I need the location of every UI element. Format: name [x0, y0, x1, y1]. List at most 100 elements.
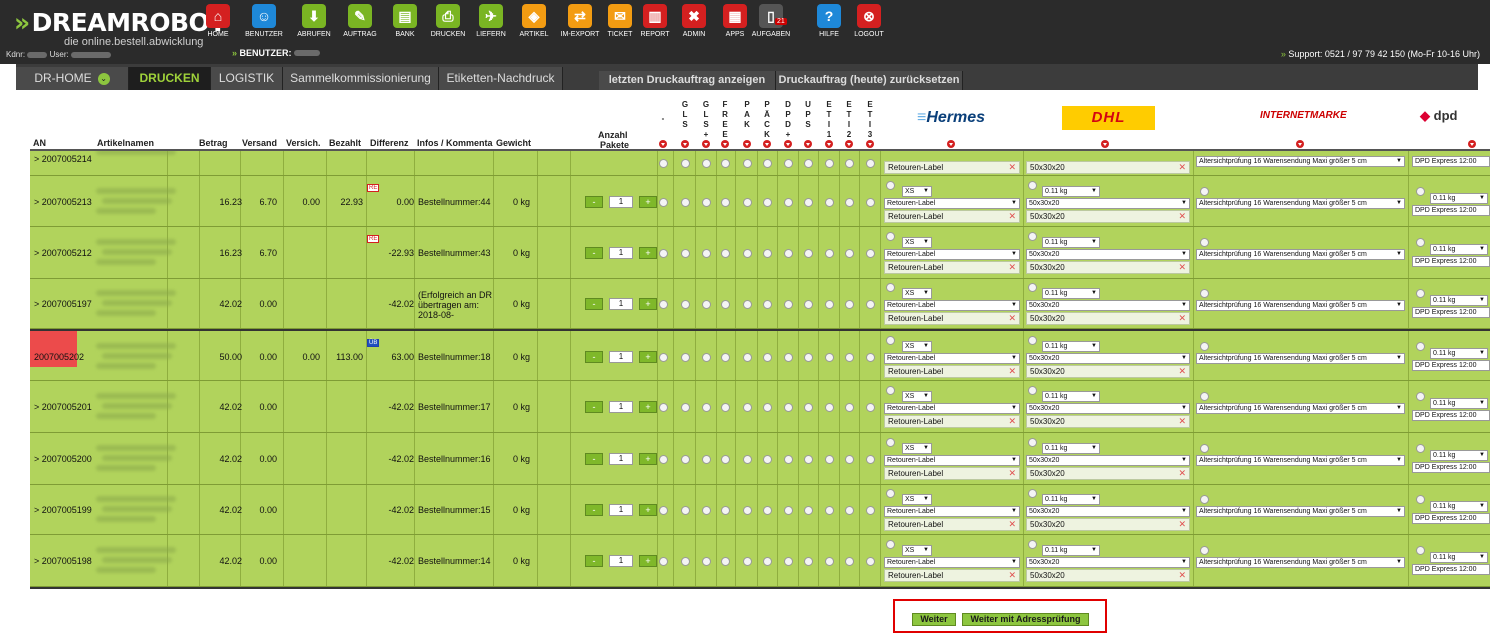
carrier-radio[interactable]	[702, 506, 711, 515]
dhl-radio[interactable]	[1028, 438, 1037, 447]
decrement-button[interactable]: -	[585, 298, 603, 310]
nav-liefern[interactable]: ✈ LIEFERN	[467, 4, 515, 46]
tab-2[interactable]: LOGISTIK	[211, 67, 283, 90]
hermes-type-select[interactable]: Retouren-Label ▼	[884, 557, 1020, 568]
package-count-stepper[interactable]: -1 +	[585, 195, 665, 208]
carrier-radio[interactable]	[825, 197, 834, 207]
carrier-radio[interactable]	[681, 506, 690, 515]
hermes-size-select[interactable]: XS ▼	[902, 545, 932, 556]
carrier-radio[interactable]	[681, 159, 690, 168]
package-count-stepper[interactable]: -1 +	[585, 453, 665, 465]
increment-button[interactable]: +	[639, 401, 657, 413]
dhl-radio[interactable]	[1028, 232, 1037, 241]
carrier-radio[interactable]	[866, 455, 875, 464]
nav-aufgaben[interactable]: ▯ AUFGABEN 21	[747, 4, 795, 46]
decrement-button[interactable]: -	[585, 453, 603, 465]
hermes-label-field[interactable]: Retouren-Label ✕	[884, 312, 1020, 325]
dhl-dimension-field[interactable]: 50x30x20 ✕	[1026, 261, 1190, 274]
increment-button[interactable]: +	[639, 195, 657, 208]
carrier-radio[interactable]	[866, 197, 875, 207]
carrier-radio[interactable]	[825, 249, 834, 258]
sort-icon[interactable]	[681, 140, 689, 148]
internetmarke-product-select[interactable]: Altersichtprüfung 16 Warensendung Maxi g…	[1196, 403, 1405, 414]
carrier-radio[interactable]	[845, 159, 854, 168]
package-count-stepper[interactable]: -1 +	[585, 401, 665, 413]
dhl-weight-select[interactable]: 0.11 kg ▼	[1042, 185, 1100, 197]
carrier-radio[interactable]	[681, 197, 690, 207]
carrier-radio[interactable]	[784, 197, 793, 207]
sort-icon[interactable]	[743, 140, 751, 148]
carrier-radio[interactable]	[804, 197, 813, 207]
package-count-input[interactable]: 1	[609, 247, 633, 259]
dhl-dimension-field[interactable]: 50x30x20 ✕	[1026, 569, 1190, 582]
carrier-radio[interactable]	[659, 557, 668, 566]
carrier-radio[interactable]	[763, 403, 772, 412]
carrier-radio[interactable]	[681, 455, 690, 464]
dpd-service-select[interactable]: DPD Express 12:00	[1412, 156, 1490, 167]
carrier-radio[interactable]	[659, 197, 668, 207]
package-count-input[interactable]: 1	[609, 351, 633, 363]
carrier-radio[interactable]	[784, 249, 793, 258]
sort-icon[interactable]	[804, 140, 812, 148]
decrement-button[interactable]: -	[585, 195, 603, 208]
carrier-radio[interactable]	[845, 455, 854, 464]
carrier-radio[interactable]	[721, 159, 730, 168]
increment-button[interactable]: +	[639, 351, 657, 363]
order-id[interactable]: > 2007005198	[34, 556, 92, 566]
dpd-radio[interactable]	[1416, 342, 1425, 351]
carrier-radio[interactable]	[804, 506, 813, 515]
dhl-dimension-field[interactable]: 50x30x20 ✕	[1026, 312, 1190, 325]
carrier-radio[interactable]	[845, 353, 854, 362]
carrier-radio[interactable]	[784, 353, 793, 362]
order-id[interactable]: > 2007005199	[34, 505, 92, 515]
carrier-radio[interactable]	[825, 403, 834, 412]
carrier-radio[interactable]	[784, 455, 793, 464]
dpd-service-select[interactable]: DPD Express 12:00	[1412, 462, 1490, 473]
dhl-radio[interactable]	[1028, 336, 1037, 345]
carrier-radio[interactable]	[866, 403, 875, 412]
package-count-input[interactable]: 1	[609, 453, 633, 465]
carrier-radio[interactable]	[702, 353, 711, 362]
dhl-dimension-select[interactable]: 50x30x20 ▼	[1026, 506, 1190, 517]
carrier-radio[interactable]	[825, 300, 834, 309]
internetmarke-radio[interactable]	[1200, 392, 1209, 401]
hermes-radio[interactable]	[886, 489, 895, 498]
carrier-radio[interactable]	[763, 197, 772, 207]
hermes-type-select[interactable]: Retouren-Label ▼	[884, 300, 1020, 311]
carrier-radio[interactable]	[721, 403, 730, 412]
carrier-radio[interactable]	[681, 353, 690, 362]
carrier-radio[interactable]	[659, 249, 668, 258]
carrier-radio[interactable]	[721, 249, 730, 258]
tab-4[interactable]: Etiketten-Nachdruck	[439, 67, 563, 90]
hermes-label-field[interactable]: Retouren-Label ✕	[884, 365, 1020, 378]
carrier-radio[interactable]	[784, 159, 793, 168]
carrier-radio[interactable]	[721, 353, 730, 362]
increment-button[interactable]: +	[639, 555, 657, 567]
carrier-radio[interactable]	[743, 403, 752, 412]
nav-apps[interactable]: ▦ APPS	[711, 4, 759, 46]
hermes-label-field[interactable]: Retouren-Label ✕	[884, 161, 1020, 174]
carrier-radio[interactable]	[784, 557, 793, 566]
carrier-radio[interactable]	[681, 557, 690, 566]
carrier-radio[interactable]	[825, 159, 834, 168]
hermes-type-select[interactable]: Retouren-Label ▼	[884, 455, 1020, 466]
order-id[interactable]: > 2007005200	[34, 454, 92, 464]
order-id[interactable]: > 2007005212	[34, 248, 92, 258]
hermes-size-select[interactable]: XS ▼	[902, 391, 932, 402]
carrier-radio[interactable]	[702, 249, 711, 258]
dhl-dimension-field[interactable]: 50x30x20 ✕	[1026, 415, 1190, 428]
carrier-radio[interactable]	[845, 403, 854, 412]
sort-icon[interactable]	[845, 140, 853, 148]
decrement-button[interactable]: -	[585, 247, 603, 259]
sort-icon[interactable]	[825, 140, 833, 148]
carrier-sort-icon[interactable]	[1101, 140, 1109, 148]
weiter-adresspruefung-button[interactable]: Weiter mit Adressprüfung	[962, 613, 1089, 626]
internetmarke-radio[interactable]	[1200, 342, 1209, 351]
dpd-weight-select[interactable]: 0.11 kg ▼	[1430, 501, 1488, 512]
carrier-radio[interactable]	[825, 557, 834, 566]
carrier-radio[interactable]	[659, 300, 668, 309]
dpd-weight-select[interactable]: 0.11 kg ▼	[1430, 295, 1488, 306]
carrier-radio[interactable]	[743, 249, 752, 258]
internetmarke-product-select[interactable]: Altersichtprüfung 16 Warensendung Maxi g…	[1196, 300, 1405, 311]
dpd-radio[interactable]	[1416, 238, 1425, 247]
